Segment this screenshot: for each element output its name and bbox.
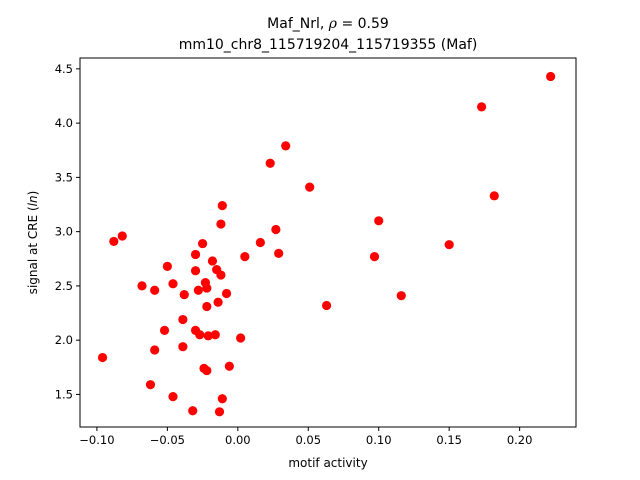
data-point-9 xyxy=(281,141,291,151)
data-point-10 xyxy=(265,158,275,168)
data-point-41 xyxy=(178,342,188,352)
title-prefix: Maf_Nrl, xyxy=(267,16,329,32)
y-tick-label: 3.0 xyxy=(55,225,73,239)
data-point-33 xyxy=(150,285,160,295)
data-point-6 xyxy=(369,252,380,262)
data-point-47 xyxy=(168,392,178,402)
data-point-23 xyxy=(190,266,201,276)
data-point-15 xyxy=(236,333,246,343)
data-point-1 xyxy=(476,102,487,112)
data-point-52 xyxy=(109,236,119,247)
data-point-27 xyxy=(221,288,232,299)
data-point-32 xyxy=(162,261,172,271)
y-label-suffix: ) xyxy=(26,191,40,196)
data-point-53 xyxy=(97,352,108,363)
data-point-14 xyxy=(240,252,250,262)
x-axis-ticks: −0.10 −0.05 0.00 0.05 0.10 0.15 0.20 xyxy=(79,427,532,447)
x-tick-label: 0.10 xyxy=(366,433,392,447)
data-point-45 xyxy=(224,361,234,371)
y-label-italic: ln xyxy=(26,195,40,206)
data-point-25 xyxy=(202,283,212,293)
data-point-28 xyxy=(179,289,189,300)
data-point-29 xyxy=(213,297,223,307)
data-point-48 xyxy=(217,394,227,404)
data-point-46 xyxy=(145,380,156,390)
title-rho-symbol: ρ xyxy=(328,16,338,32)
chart-title-line1: Maf_Nrl, ρ = 0.59 xyxy=(267,16,389,32)
data-point-40 xyxy=(210,330,220,340)
y-tick-label: 4.0 xyxy=(55,116,73,130)
data-point-18 xyxy=(197,238,208,249)
data-point-26 xyxy=(193,285,203,295)
y-axis-label: signal at CRE (ln) xyxy=(26,191,40,295)
y-tick-label: 3.5 xyxy=(55,170,73,184)
data-point-16 xyxy=(217,201,227,211)
data-point-12 xyxy=(274,248,284,258)
x-tick-label: −0.05 xyxy=(150,433,185,447)
x-tick-label: 0.05 xyxy=(295,433,321,447)
chart-title-line2: mm10_chr8_115719204_115719355 (Maf) xyxy=(179,37,478,53)
data-point-5 xyxy=(374,216,384,226)
data-point-38 xyxy=(195,330,205,340)
y-label-prefix: signal at CRE ( xyxy=(26,206,40,294)
data-point-0 xyxy=(546,71,556,82)
data-point-34 xyxy=(137,281,147,291)
data-point-49 xyxy=(188,406,198,416)
data-point-11 xyxy=(271,224,281,235)
x-tick-label: 0.15 xyxy=(436,433,462,447)
data-point-13 xyxy=(255,237,265,248)
plot-frame xyxy=(79,57,577,428)
title-rho-value: = 0.59 xyxy=(337,16,389,32)
y-axis-ticks: 1.5 2.0 2.5 3.0 3.5 4.0 4.5 xyxy=(55,62,80,401)
x-axis-label: motif activity xyxy=(288,456,367,470)
data-point-42 xyxy=(150,345,160,355)
x-tick-label: 0.20 xyxy=(507,433,533,447)
data-point-8 xyxy=(305,182,315,192)
data-point-17 xyxy=(216,219,226,229)
data-point-30 xyxy=(202,301,212,312)
data-point-19 xyxy=(190,249,201,260)
data-point-35 xyxy=(178,314,188,325)
y-tick-label: 4.5 xyxy=(55,62,73,76)
data-point-36 xyxy=(159,325,170,336)
data-point-39 xyxy=(203,331,213,341)
y-tick-label: 2.5 xyxy=(55,279,73,293)
y-tick-label: 1.5 xyxy=(55,387,73,401)
data-points xyxy=(97,71,556,417)
data-point-31 xyxy=(168,279,178,289)
data-point-50 xyxy=(214,407,225,417)
x-tick-label: 0.00 xyxy=(225,433,251,447)
data-point-4 xyxy=(396,291,406,301)
data-point-3 xyxy=(444,240,454,250)
data-point-20 xyxy=(207,256,218,266)
data-point-44 xyxy=(202,365,212,376)
y-tick-label: 2.0 xyxy=(55,333,73,347)
data-point-22 xyxy=(216,270,226,280)
x-tick-label: −0.10 xyxy=(79,433,114,447)
data-point-7 xyxy=(321,300,332,311)
data-point-51 xyxy=(117,231,127,241)
data-point-2 xyxy=(489,191,499,201)
